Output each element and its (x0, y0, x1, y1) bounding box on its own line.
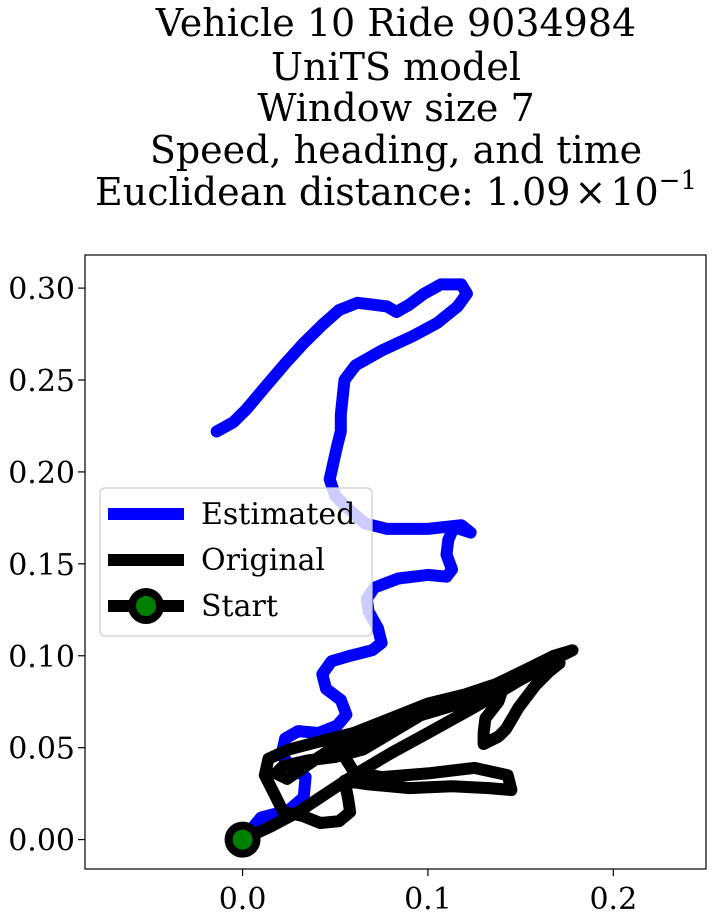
y-tick-label: 0.05 (8, 732, 75, 767)
title-metric-times: × (574, 170, 606, 214)
title-line-3: Window size 7 (257, 86, 534, 130)
legend-marker-start (128, 588, 164, 624)
series-layer (210, 278, 579, 846)
series-line-estimated (210, 278, 477, 846)
title-metric-exponent: −1 (659, 166, 697, 196)
series-line-original (236, 644, 579, 846)
x-tick-label: 0.1 (404, 882, 452, 917)
title-line-4: Speed, heading, and time (150, 128, 642, 172)
y-tick-label: 0.10 (8, 640, 75, 675)
y-tick-label: 0.15 (8, 548, 75, 583)
legend-label-estimated: Estimated (201, 497, 355, 532)
title-metric-value: 1.09 (486, 170, 571, 214)
x-tick-label: 0.0 (219, 882, 267, 917)
chart-title: Vehicle 10 Ride 9034984 UniTS model Wind… (95, 1, 697, 214)
x-axis: 0.0 0.1 0.2 (219, 869, 637, 917)
y-tick-label: 0.20 (8, 456, 75, 491)
y-axis: 0.00 0.05 0.10 0.15 0.20 0.25 0.30 (8, 272, 85, 859)
start-marker (224, 821, 261, 858)
title-line-2: UniTS model (271, 45, 521, 89)
title-line-1: Vehicle 10 Ride 9034984 (155, 1, 636, 45)
x-tick-label: 0.2 (589, 882, 637, 917)
y-tick-label: 0.00 (8, 824, 75, 859)
y-tick-label: 0.25 (8, 364, 75, 399)
legend-frame (99, 487, 373, 637)
title-metric-prefix: Euclidean distance: (95, 170, 486, 214)
legend-label-original: Original (201, 543, 325, 578)
legend-label-start: Start (201, 589, 278, 624)
y-tick-label: 0.30 (8, 272, 75, 307)
plot-frame (84, 254, 707, 870)
title-metric-line: Euclidean distance: 1.09 × 10−1 (95, 166, 697, 214)
legend: Estimated Original Start (99, 487, 373, 637)
title-metric-base: 10 (610, 170, 658, 214)
start-layer (224, 821, 261, 858)
